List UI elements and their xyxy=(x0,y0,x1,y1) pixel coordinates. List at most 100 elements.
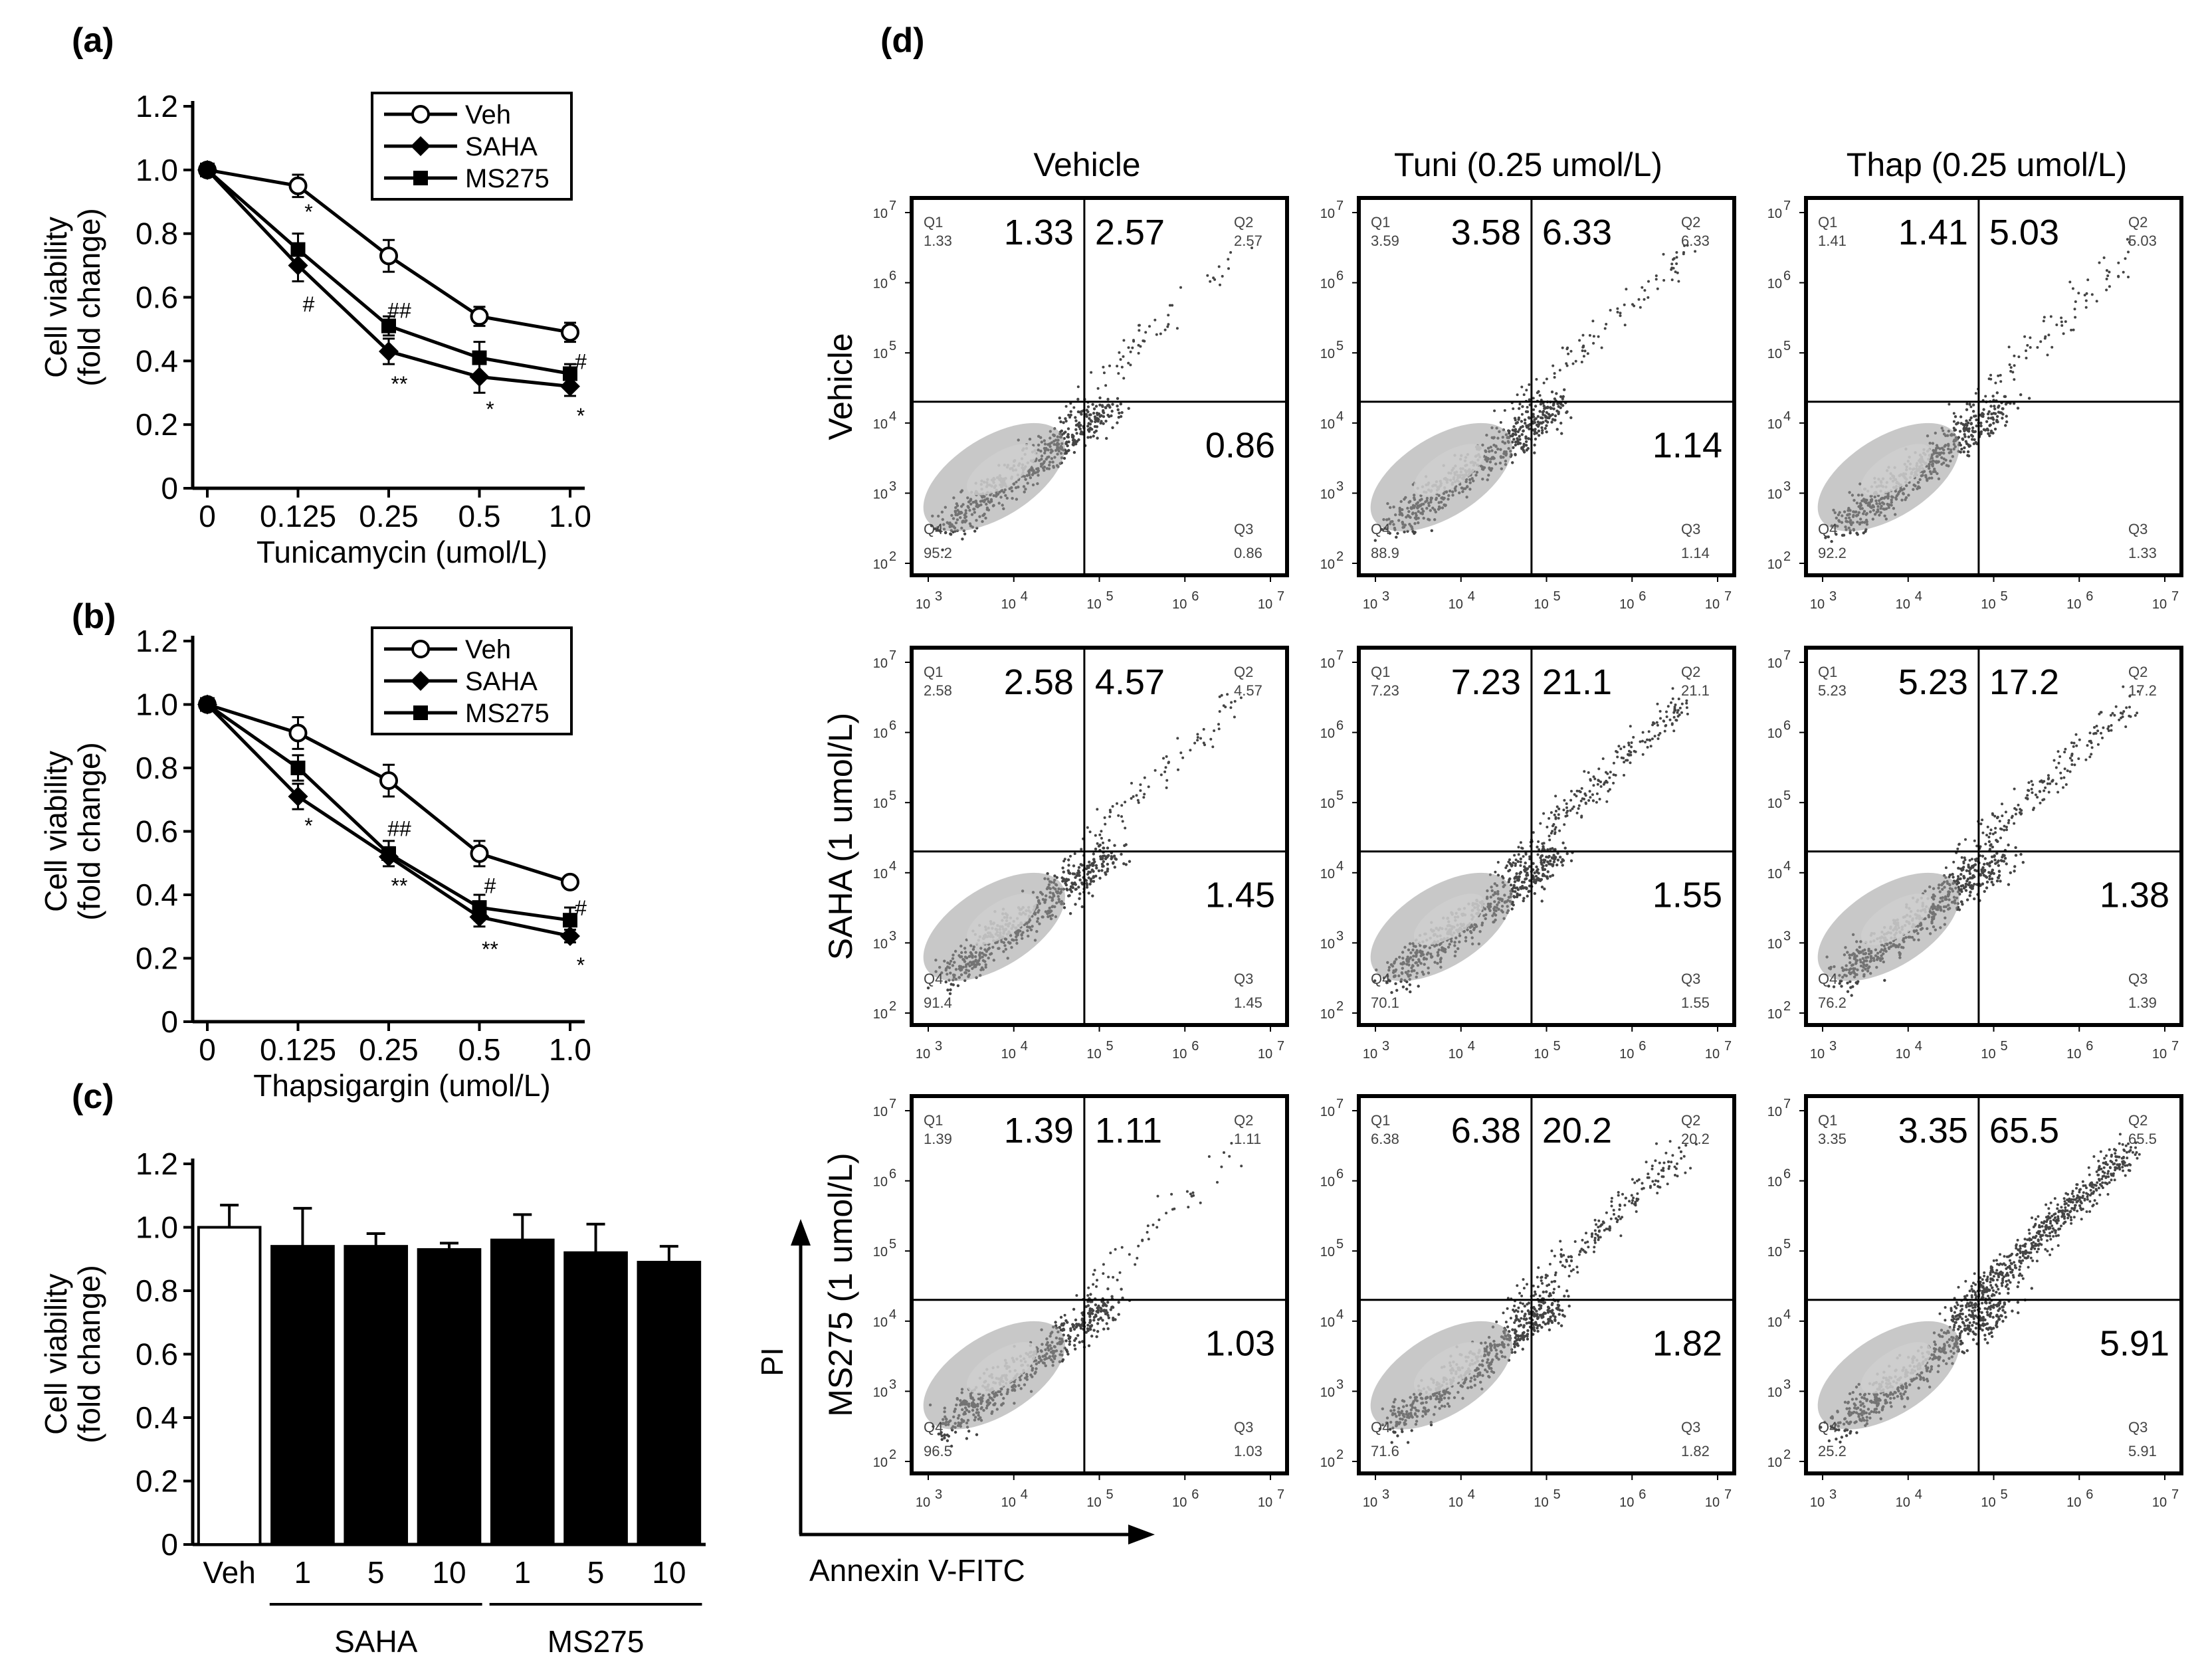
event-dot xyxy=(1512,903,1515,907)
event-dot xyxy=(1139,345,1142,348)
y-tick-label: 10 xyxy=(1767,487,1782,502)
event-dot xyxy=(1991,812,1994,815)
event-dot xyxy=(2001,814,2004,818)
event-dot xyxy=(1516,420,1519,424)
event-dot xyxy=(2001,413,2005,416)
event-dot xyxy=(1957,875,1959,878)
event-dot xyxy=(1668,718,1672,721)
event-dot xyxy=(1543,887,1546,891)
event-dot xyxy=(1986,428,1990,432)
x-tick-label: 1.0 xyxy=(549,1032,591,1067)
event-dot xyxy=(1641,739,1644,743)
event-dot xyxy=(1623,774,1625,777)
event-dot xyxy=(1064,452,1068,455)
event-dot xyxy=(1969,876,1973,880)
event-dot xyxy=(1251,246,1253,250)
event-dot xyxy=(1395,535,1398,539)
x-tick-exponent: 7 xyxy=(1724,1039,1732,1054)
event-dot xyxy=(1989,431,1993,434)
event-dot xyxy=(1130,796,1133,800)
x-tick-label: 10 xyxy=(1619,1047,1634,1062)
event-dot xyxy=(1598,798,1601,800)
y-tick-exponent: 2 xyxy=(889,549,896,564)
data-point-veh xyxy=(288,723,308,743)
event-dot xyxy=(1557,807,1561,810)
event-dot xyxy=(1554,817,1557,820)
event-dot xyxy=(1985,420,1989,423)
x-tick-exponent: 3 xyxy=(935,1039,942,1054)
event-dot xyxy=(1110,409,1114,413)
event-dot xyxy=(2042,320,2045,323)
q1-small-value: 1.41 xyxy=(1818,233,1847,249)
x-tick-label: 10 xyxy=(1086,597,1101,612)
event-dot xyxy=(1592,341,1595,345)
event-dot xyxy=(1559,860,1563,864)
event-dot xyxy=(1517,416,1521,420)
event-dot xyxy=(1952,412,1955,415)
event-dot xyxy=(1534,437,1538,441)
event-dot xyxy=(1991,395,1995,398)
event-dot xyxy=(1514,858,1518,862)
event-dot xyxy=(1512,861,1515,864)
x-tick-label: 10 xyxy=(1258,597,1272,612)
event-dot xyxy=(2007,819,2011,822)
y-tick-label: 10 xyxy=(1767,1007,1782,1022)
event-dot xyxy=(1078,1341,1082,1344)
event-dot xyxy=(1102,415,1106,419)
x-tick-label: 5 xyxy=(367,1555,385,1590)
event-dot xyxy=(1520,385,1524,389)
q3-label: Q3 xyxy=(1234,971,1253,987)
event-dot xyxy=(1207,1155,1211,1158)
event-dot xyxy=(1106,854,1110,858)
event-dot xyxy=(2073,763,2076,767)
event-dot xyxy=(1583,349,1587,353)
event-dot xyxy=(1519,426,1522,429)
x-tick-exponent: 4 xyxy=(1915,1039,1922,1054)
event-dot xyxy=(2026,797,2029,800)
event-dot xyxy=(1216,1180,1219,1184)
event-dot xyxy=(1067,413,1070,417)
event-dot xyxy=(1102,860,1106,864)
event-dot xyxy=(1591,320,1595,323)
significance-mark: ** xyxy=(391,372,408,396)
event-dot xyxy=(1067,894,1070,897)
event-dot xyxy=(1564,814,1567,818)
event-dot xyxy=(1522,450,1526,454)
event-dot xyxy=(973,529,977,533)
event-dot xyxy=(1965,898,1969,901)
event-dot xyxy=(1532,880,1536,884)
panel-label-b: (b) xyxy=(72,597,116,636)
event-dot xyxy=(1104,406,1108,410)
event-dot xyxy=(1633,304,1636,308)
event-dot xyxy=(1080,905,1084,909)
event-dot xyxy=(1066,1353,1070,1356)
event-dot xyxy=(1139,783,1142,787)
event-dot xyxy=(1092,858,1096,862)
event-dot xyxy=(1672,257,1676,260)
event-dot xyxy=(1979,424,1983,428)
event-dot xyxy=(2041,798,2045,802)
event-dot xyxy=(1524,440,1528,443)
event-dot xyxy=(1104,419,1108,423)
x-tick-exponent: 5 xyxy=(1553,1039,1561,1054)
event-dot xyxy=(1539,822,1542,825)
event-dot xyxy=(1557,813,1560,816)
event-dot xyxy=(1162,757,1165,760)
event-dot xyxy=(1561,397,1564,401)
event-dot xyxy=(1694,250,1697,253)
event-dot xyxy=(1096,436,1099,440)
event-dot xyxy=(1516,892,1519,895)
event-dot xyxy=(1076,872,1080,876)
event-dot xyxy=(1671,697,1674,700)
significance-mark: ** xyxy=(482,937,498,961)
event-dot xyxy=(2086,744,2089,747)
event-dot xyxy=(1089,1328,1092,1331)
event-dot xyxy=(1539,879,1542,882)
event-dot xyxy=(2071,287,2074,290)
event-dot xyxy=(1549,859,1552,863)
event-dot xyxy=(1080,848,1083,851)
event-dot xyxy=(1521,405,1524,409)
event-dot xyxy=(1544,407,1547,410)
x-tick-label: 10 xyxy=(1534,597,1548,612)
